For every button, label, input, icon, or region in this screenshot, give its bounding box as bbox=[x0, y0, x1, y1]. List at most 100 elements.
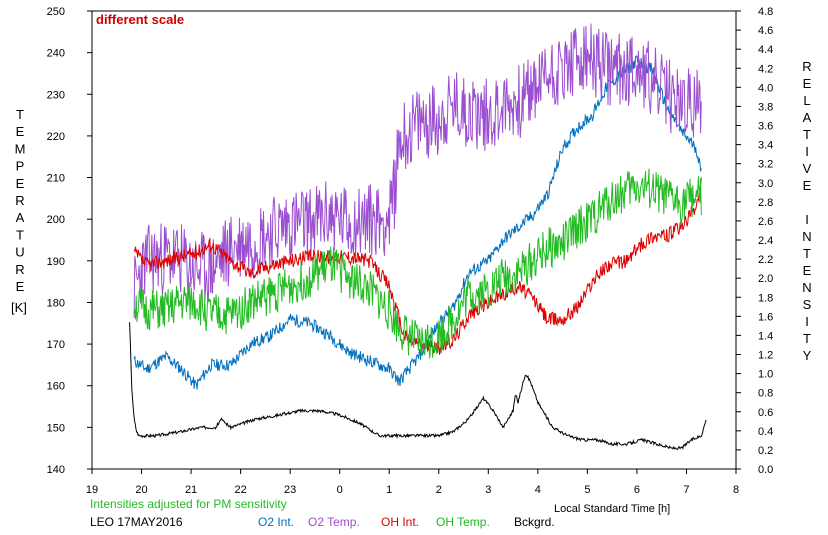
axis-letter: T bbox=[16, 227, 24, 242]
x-tick-label: 4 bbox=[535, 484, 541, 496]
y-left-tick-label: 250 bbox=[47, 6, 65, 18]
legend-item: O2 Int. bbox=[258, 515, 294, 529]
annotation-label: different scale bbox=[96, 12, 184, 27]
x-tick-label: 21 bbox=[185, 484, 197, 496]
legend-item: OH Temp. bbox=[436, 515, 490, 529]
y-left-tick-label: 150 bbox=[47, 422, 65, 434]
y-right-tick-label: 1.6 bbox=[758, 311, 773, 323]
y-right-tick-label: 4.4 bbox=[758, 44, 773, 56]
y-right-tick-label: 2.6 bbox=[758, 216, 773, 228]
x-tick-label: 6 bbox=[634, 484, 640, 496]
y-right-tick-label: 0.8 bbox=[758, 388, 773, 400]
axis-letter: I bbox=[805, 144, 809, 159]
series-line-o2-temp bbox=[133, 23, 702, 318]
y-right-tick-label: 1.8 bbox=[758, 292, 773, 304]
axis-letter: M bbox=[15, 141, 26, 156]
axis-letter: P bbox=[16, 159, 25, 174]
y-left-tick-label: 140 bbox=[47, 464, 65, 476]
y-axis-unit-left: [K] bbox=[11, 300, 27, 315]
y-right-tick-label: 4.0 bbox=[758, 82, 773, 94]
x-tick-label: 3 bbox=[485, 484, 491, 496]
series-line-bckgrd bbox=[129, 322, 707, 451]
legend-item: Bckgrd. bbox=[514, 515, 555, 529]
axis-letter: A bbox=[16, 210, 25, 225]
axis-letter: E bbox=[803, 76, 812, 91]
axis-letter: R bbox=[802, 59, 811, 74]
x-tick-label: 19 bbox=[86, 484, 98, 496]
axis-letter: L bbox=[803, 93, 810, 108]
y-left-tick-label: 220 bbox=[47, 131, 65, 143]
y-right-tick-label: 0.4 bbox=[758, 426, 773, 438]
axis-letter: E bbox=[16, 279, 25, 294]
axis-letter: E bbox=[16, 124, 25, 139]
y-right-tick-label: 1.0 bbox=[758, 369, 773, 381]
axis-letter: S bbox=[803, 297, 812, 312]
y-right-tick-label: 4.2 bbox=[758, 63, 773, 75]
y-right-tick-label: 3.2 bbox=[758, 159, 773, 171]
y-right-tick-label: 1.4 bbox=[758, 330, 773, 342]
axis-letter: R bbox=[15, 262, 24, 277]
y-left-tick-label: 240 bbox=[47, 48, 65, 60]
axis-letter: E bbox=[803, 263, 812, 278]
y-left-tick-label: 210 bbox=[47, 173, 65, 185]
axis-letter: I bbox=[805, 314, 809, 329]
axis-letter: U bbox=[15, 245, 24, 260]
axis-letter: Y bbox=[803, 348, 812, 363]
legend-item: O2 Temp. bbox=[308, 515, 360, 529]
axis-letter: T bbox=[803, 127, 811, 142]
y-right-tick-label: 3.6 bbox=[758, 121, 773, 133]
y-right-tick-label: 3.0 bbox=[758, 178, 773, 190]
axis-letter: V bbox=[803, 161, 812, 176]
y-right-tick-label: 1.2 bbox=[758, 350, 773, 362]
x-tick-label: 5 bbox=[584, 484, 590, 496]
x-tick-label: 1 bbox=[386, 484, 392, 496]
x-tick-label: 7 bbox=[683, 484, 689, 496]
y-right-tick-label: 2.2 bbox=[758, 254, 773, 266]
axis-letter: R bbox=[15, 193, 24, 208]
x-axis-label: Local Standard Time [h] bbox=[554, 503, 670, 515]
y-right-tick-label: 3.8 bbox=[758, 101, 773, 113]
y-left-tick-label: 160 bbox=[47, 381, 65, 393]
labels-layer: 19 20 21 22 23 0 1 2 3 4 5 6 7 8140150160170180190200… bbox=[47, 6, 774, 496]
y-right-tick-label: 0.2 bbox=[758, 445, 773, 457]
axis-letter: E bbox=[16, 176, 25, 191]
ticks bbox=[87, 10, 741, 474]
series-line-oh-temp bbox=[133, 168, 702, 359]
axis-letter: I bbox=[805, 212, 809, 227]
y-left-tick-label: 190 bbox=[47, 256, 65, 268]
axis-letter: T bbox=[803, 331, 811, 346]
station-label: LEO 17MAY2016 bbox=[90, 515, 183, 529]
x-tick-label: 8 bbox=[733, 484, 739, 496]
axis-letter: A bbox=[803, 110, 812, 125]
footnote-label: Intensities adjusted for PM sensitivity bbox=[90, 497, 287, 511]
axis-letter: T bbox=[803, 246, 811, 261]
x-tick-label: 23 bbox=[284, 484, 296, 496]
axis-letter: N bbox=[802, 280, 811, 295]
series-layer bbox=[129, 23, 707, 451]
x-tick-label: 2 bbox=[436, 484, 442, 496]
y-right-tick-label: 2.4 bbox=[758, 235, 773, 247]
y-right-tick-label: 4.6 bbox=[758, 25, 773, 37]
y-left-tick-label: 200 bbox=[47, 214, 65, 226]
y-right-tick-label: 2.8 bbox=[758, 197, 773, 209]
axis-letter: E bbox=[803, 178, 812, 193]
y-right-tick-label: 4.8 bbox=[758, 6, 773, 18]
x-tick-label: 0 bbox=[337, 484, 343, 496]
y-left-tick-label: 230 bbox=[47, 89, 65, 101]
y-right-tick-label: 3.4 bbox=[758, 140, 773, 152]
legend: O2 Int. O2 Temp. OH Int. OH Temp. Bckgrd. bbox=[258, 515, 555, 529]
axis-letter: T bbox=[16, 107, 24, 122]
x-tick-label: 22 bbox=[234, 484, 246, 496]
y-right-tick-label: 0.6 bbox=[758, 407, 773, 419]
axis-letter: N bbox=[802, 229, 811, 244]
y-right-tick-label: 2.0 bbox=[758, 273, 773, 285]
series-line-o2-int bbox=[133, 55, 702, 390]
legend-item: OH Int. bbox=[381, 515, 419, 529]
y-left-tick-label: 170 bbox=[47, 339, 65, 351]
x-tick-label: 20 bbox=[135, 484, 147, 496]
y-right-tick-label: 0.0 bbox=[758, 464, 773, 476]
y-left-tick-label: 180 bbox=[47, 297, 65, 309]
